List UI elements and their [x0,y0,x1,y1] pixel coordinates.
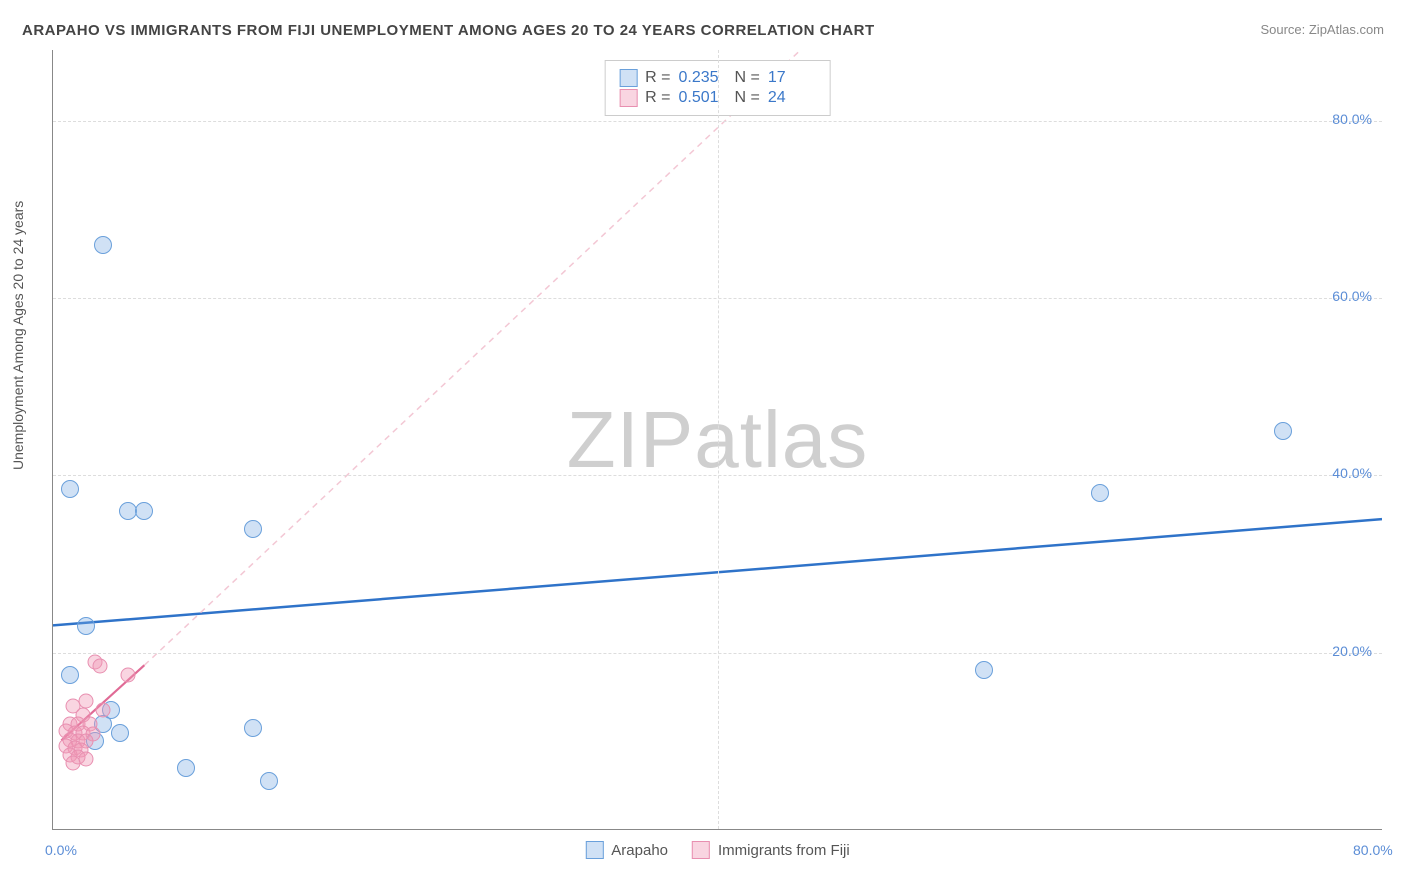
watermark-atlas: atlas [694,395,868,484]
stat-n-value: 17 [768,69,816,87]
y-tick-label: 40.0% [1332,465,1372,481]
stat-n-value: 24 [768,89,816,107]
legend-label: Immigrants from Fiji [718,842,850,859]
data-point [61,480,79,498]
data-point [975,661,993,679]
data-point [61,666,79,684]
legend-item: Immigrants from Fiji [692,841,850,859]
data-point [1274,422,1292,440]
data-point [65,755,80,770]
source-attribution: Source: ZipAtlas.com [1260,22,1384,37]
stat-r-label: R = [645,69,670,87]
legend-swatch [619,69,637,87]
data-point [92,659,107,674]
data-point [177,759,195,777]
y-tick-label: 60.0% [1332,288,1372,304]
data-point [94,236,112,254]
data-point [135,502,153,520]
y-tick-label: 20.0% [1332,643,1372,659]
bottom-legend: Arapaho Immigrants from Fiji [585,841,849,859]
stat-n-label: N = [735,89,760,107]
chart-title: ARAPAHO VS IMMIGRANTS FROM FIJI UNEMPLOY… [22,22,875,39]
watermark-zip: ZIP [567,395,694,484]
legend-swatch [585,841,603,859]
data-point [79,752,94,767]
stat-r-label: R = [645,89,670,107]
legend-item: Arapaho [585,841,668,859]
data-point [119,502,137,520]
data-point [244,719,262,737]
stat-n-label: N = [735,69,760,87]
legend-swatch [692,841,710,859]
x-tick-label: 80.0% [1353,842,1393,858]
data-point [120,667,135,682]
data-point [111,724,129,742]
y-axis-label: Unemployment Among Ages 20 to 24 years [10,201,26,470]
stat-r-value: 0.235 [679,69,727,87]
data-point [260,772,278,790]
stat-r-value: 0.501 [679,89,727,107]
data-point [1091,484,1109,502]
trend-line [144,50,800,665]
plot-area: ZIPatlas R =0.235N =17R =0.501N =24 Arap… [52,50,1382,830]
gridline-v [718,50,719,829]
x-tick-label: 0.0% [45,842,77,858]
data-point [244,520,262,538]
y-tick-label: 80.0% [1332,111,1372,127]
data-point [95,703,110,718]
legend-label: Arapaho [611,842,668,859]
data-point [77,617,95,635]
legend-swatch [619,89,637,107]
